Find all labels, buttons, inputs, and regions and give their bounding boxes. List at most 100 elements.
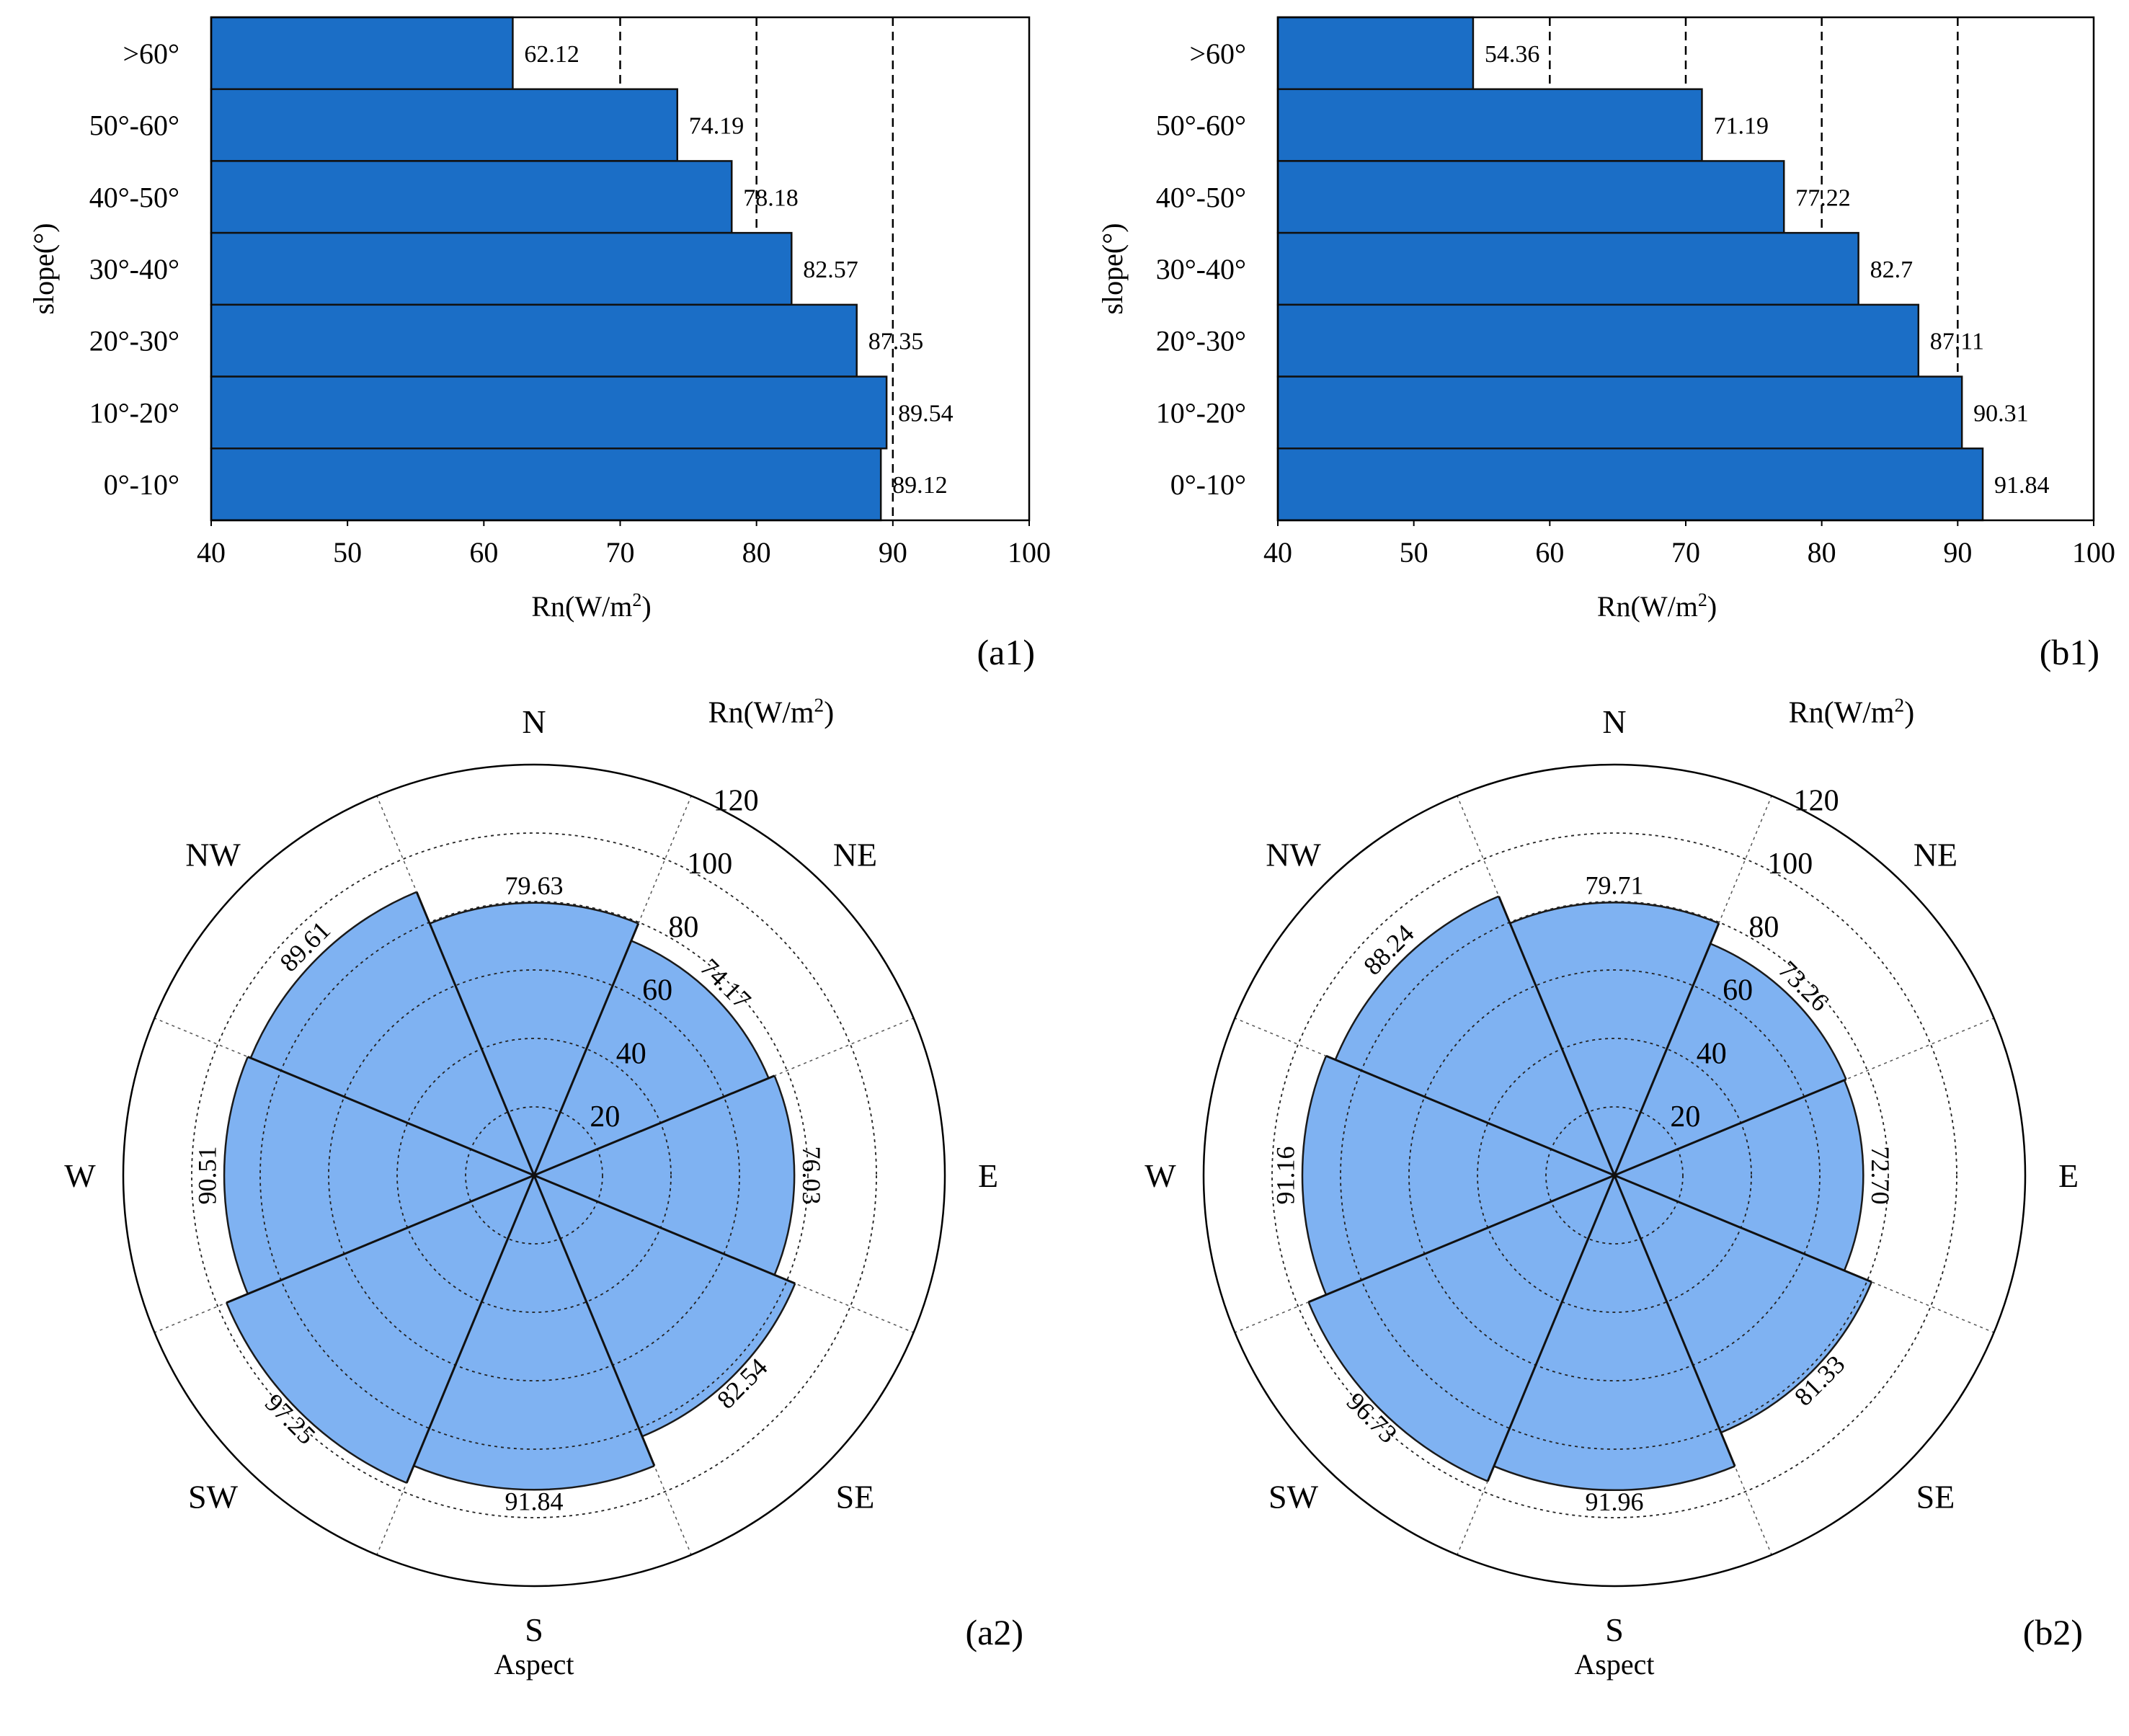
radial-tick-label: 100 (687, 847, 732, 881)
wedge-E (534, 1075, 795, 1276)
y-axis-title: slope(°) (27, 223, 60, 314)
panel-b1-slope-bar-chart: 54.36 >60° 71.19 50°-60° 77.22 40°-50° 82.7 30°… (1096, 16, 2115, 672)
bar-value-label: 90.31 (1973, 400, 2029, 427)
wedge-boundary (405, 1175, 535, 1484)
value-label-W: 91.16 (1271, 1147, 1299, 1205)
wedge-NW (1335, 896, 1614, 1175)
outer-circle (122, 763, 946, 1588)
bar-6 (1276, 448, 1984, 522)
wedge-SE (534, 1175, 796, 1437)
radial-tick-label: 60 (642, 974, 672, 1007)
wedge-edge-N (1509, 902, 1720, 925)
grid-circle-20 (465, 1106, 603, 1245)
x-tick-label: 90 (1943, 536, 1972, 569)
bar-1 (210, 88, 679, 162)
x-tick-label: 90 (879, 536, 907, 569)
x-tick-label: 100 (1008, 536, 1051, 569)
bar-value-label: 82.7 (1870, 257, 1914, 283)
direction-label-NE: NE (833, 837, 877, 873)
x-tick-label: 60 (1535, 536, 1564, 569)
direction-label-SW: SW (1268, 1478, 1319, 1515)
value-label-W: 90.51 (192, 1147, 221, 1205)
category-label: >60° (123, 37, 179, 70)
bar-3 (1276, 231, 1859, 306)
wedge-boundary (247, 1056, 535, 1177)
direction-label-W: W (64, 1157, 96, 1194)
direction-label-W: W (1144, 1157, 1176, 1194)
wedge-edge-N (429, 902, 639, 925)
wedge-NE (1614, 943, 1846, 1175)
bar-value-label: 54.36 (1485, 41, 1540, 68)
radial-tick-label: 20 (590, 1100, 620, 1134)
direction-label-NW: NW (185, 837, 241, 873)
panel-label: (b1) (2040, 632, 2099, 672)
category-label: 20°-30° (89, 325, 179, 357)
y-axis-title: slope(°) (1096, 223, 1129, 314)
bar-value-label: 78.18 (743, 184, 799, 211)
wedge-boundary (1613, 922, 1720, 1176)
bar-0 (210, 16, 514, 90)
radial-tick-label: 80 (1748, 911, 1779, 944)
category-label: 0°-10° (104, 468, 179, 501)
panel-b2-aspect-rose-chart: 20 40 60 80 100 120 Rn(W/m2) N NE E SE S SW W NW 79.71 7… (1144, 695, 2083, 1681)
outer-circle (1202, 763, 2027, 1588)
wedge-W (1302, 1056, 1614, 1295)
x-axis-title: Rn(W/m2) (1597, 589, 1717, 623)
direction-label-NW: NW (1266, 837, 1321, 873)
wedge-boundary (1486, 1175, 1616, 1482)
x-tick-label: 40 (1263, 536, 1292, 569)
value-label-N: 79.71 (1586, 871, 1644, 900)
wedge-edge-S (413, 1464, 655, 1491)
radial-tick-label: 100 (1767, 847, 1813, 881)
radial-tick-label: 20 (1670, 1100, 1700, 1134)
grid-circle-100 (1271, 832, 1957, 1518)
value-label-S: 91.96 (1586, 1487, 1644, 1516)
wedge-boundary (1498, 896, 1616, 1176)
radial-tick-label: 40 (616, 1037, 646, 1070)
wedge-SE (1614, 1175, 1872, 1433)
wedge-edge-W (1301, 1055, 1328, 1296)
radial-tick-label: 60 (1723, 974, 1753, 1007)
wedge-boundary (1307, 1174, 1615, 1304)
bar-2 (210, 160, 733, 234)
wedge-edge-NW (249, 891, 417, 1059)
panel-label: (b2) (2023, 1612, 2083, 1652)
wedge-edge-S (1493, 1465, 1735, 1492)
category-label: 50°-60° (89, 110, 179, 142)
wedge-S (1493, 1175, 1735, 1490)
wedge-boundary (1614, 1174, 1872, 1283)
wedge-edge-NE (631, 940, 770, 1079)
category-label: 10°-20° (1156, 396, 1246, 429)
wedge-NE (534, 940, 769, 1175)
wedge-edge-E (773, 1075, 796, 1276)
bar-value-label: 71.19 (1713, 113, 1769, 140)
bar-value-label: 62.12 (524, 41, 579, 68)
panel-a1-slope-bar-chart: 62.12 >60° 74.19 50°-60° 78.18 40°-50° 82.57 30… (27, 16, 1051, 672)
bar-4 (1276, 303, 1920, 378)
panel-label: (a2) (966, 1612, 1024, 1652)
bar-2 (1276, 160, 1785, 234)
bar-value-label: 82.57 (803, 257, 858, 283)
category-label: 30°-40° (89, 253, 179, 285)
category-label: 10°-20° (89, 396, 179, 429)
category-label: 0°-10° (1170, 468, 1246, 501)
x-tick-label: 70 (606, 536, 635, 569)
category-label: 40°-50° (1156, 181, 1246, 213)
x-axis-title: Rn(W/m2) (531, 589, 651, 623)
wedge-edge-NW (1334, 895, 1500, 1061)
wedge-boundary (226, 1174, 535, 1304)
radial-tick-label: 40 (1697, 1037, 1727, 1070)
bar-5 (1276, 375, 1963, 450)
grid-circle-60 (1408, 969, 1821, 1381)
wedge-boundary (1614, 1078, 1847, 1177)
x-tick-label: 80 (1808, 536, 1836, 569)
panel-a2-aspect-rose-chart: 20 40 60 80 100 120 Rn(W/m2) N NE E SE S SW W NW 79.63 7… (64, 695, 1023, 1681)
radial-axis-title: Rn(W/m2) (708, 695, 835, 730)
x-tick-label: 60 (469, 536, 498, 569)
direction-label-SE: SE (1916, 1478, 1955, 1515)
wedge-edge-E (1843, 1080, 1864, 1271)
grid-circle-100 (191, 832, 877, 1518)
x-tick-label: 40 (197, 536, 226, 569)
x-axis-title: Aspect (1574, 1648, 1654, 1681)
